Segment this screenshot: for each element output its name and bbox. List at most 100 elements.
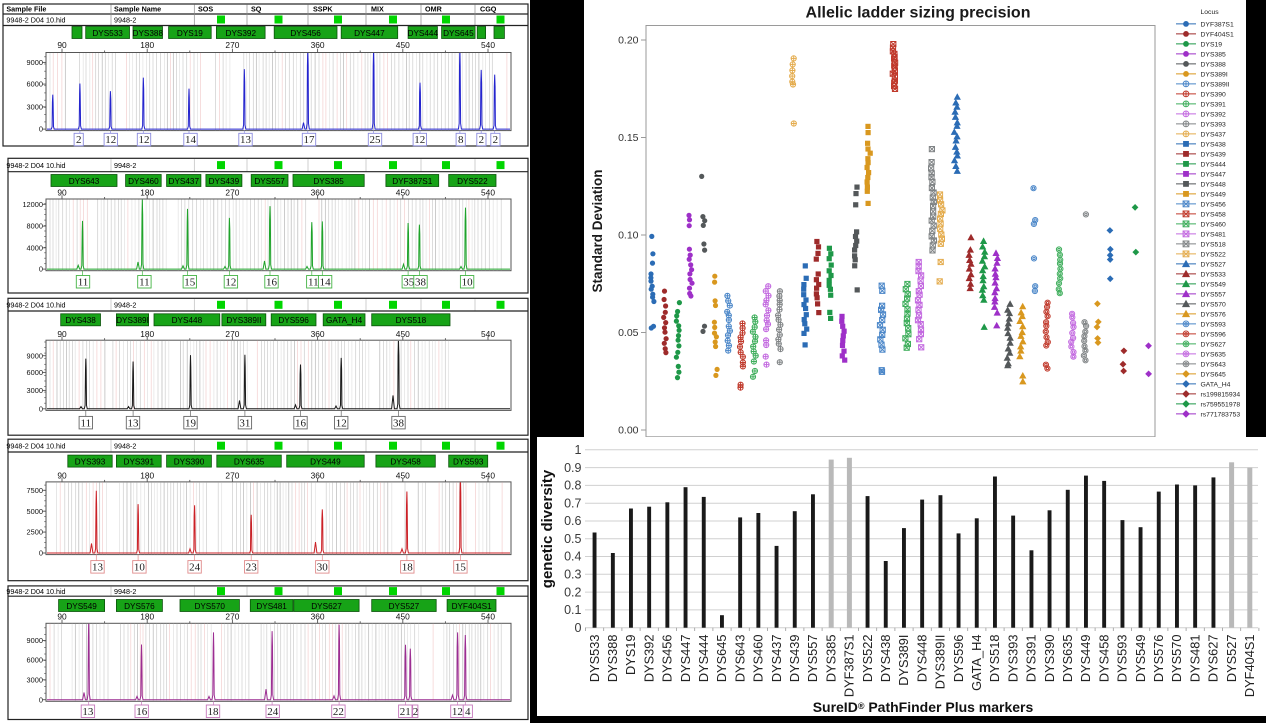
svg-text:4: 4 [465, 706, 471, 718]
svg-text:9948-2: 9948-2 [114, 300, 136, 309]
svg-text:0: 0 [39, 404, 43, 413]
svg-text:DYS557: DYS557 [254, 177, 285, 186]
svg-text:0.4: 0.4 [564, 550, 581, 564]
svg-text:DYS392: DYS392 [641, 635, 656, 683]
svg-text:11: 11 [139, 276, 150, 288]
svg-text:DYS385: DYS385 [1201, 51, 1227, 58]
svg-text:CGQ: CGQ [480, 4, 497, 13]
svg-text:DYS385: DYS385 [313, 177, 344, 186]
svg-text:24: 24 [189, 562, 201, 574]
svg-text:DYS392: DYS392 [1201, 111, 1227, 118]
svg-text:SQ: SQ [251, 4, 262, 13]
svg-text:0: 0 [39, 265, 43, 274]
svg-text:0.00: 0.00 [618, 424, 639, 436]
svg-text:DYS389I: DYS389I [896, 635, 911, 686]
svg-text:30: 30 [317, 562, 329, 574]
svg-text:270: 270 [225, 329, 239, 339]
svg-text:540: 540 [481, 329, 495, 339]
svg-text:rs771783753: rs771783753 [1201, 411, 1241, 418]
svg-text:270: 270 [225, 612, 239, 622]
svg-text:rs199815934: rs199815934 [1201, 391, 1241, 398]
svg-text:2: 2 [493, 134, 499, 146]
svg-text:DYS393: DYS393 [75, 458, 106, 467]
svg-text:MIX: MIX [371, 4, 384, 13]
svg-text:90: 90 [57, 40, 67, 50]
svg-text:9000: 9000 [27, 351, 43, 360]
svg-text:180: 180 [140, 188, 154, 198]
svg-text:9948-2 D04 10.hid: 9948-2 D04 10.hid [6, 441, 65, 450]
svg-text:35: 35 [403, 276, 415, 288]
svg-text:DYS635: DYS635 [1201, 351, 1227, 358]
svg-text:22: 22 [333, 706, 344, 718]
svg-text:DYS437: DYS437 [169, 177, 200, 186]
svg-text:450: 450 [396, 471, 410, 481]
svg-text:DYS444: DYS444 [408, 29, 439, 38]
svg-text:13: 13 [82, 706, 94, 718]
svg-text:11: 11 [308, 276, 319, 288]
svg-text:DYS570: DYS570 [194, 602, 225, 611]
svg-text:Sample Name: Sample Name [114, 4, 161, 13]
svg-text:13: 13 [128, 417, 140, 429]
svg-text:4000: 4000 [27, 243, 43, 252]
svg-text:DYS449: DYS449 [1201, 191, 1227, 198]
svg-text:DYS391: DYS391 [1201, 101, 1227, 108]
svg-text:DYS522: DYS522 [1201, 251, 1227, 258]
svg-text:0.10: 0.10 [618, 229, 639, 241]
svg-text:DYS645: DYS645 [1201, 371, 1227, 378]
svg-text:0: 0 [39, 549, 43, 558]
svg-text:DYS458: DYS458 [1096, 635, 1111, 683]
svg-text:38: 38 [415, 276, 427, 288]
svg-text:DYS522: DYS522 [860, 635, 875, 683]
svg-text:DYS447: DYS447 [678, 635, 693, 683]
svg-text:DYS389II: DYS389II [1201, 81, 1230, 88]
svg-text:450: 450 [396, 40, 410, 50]
svg-text:DYS448: DYS448 [914, 635, 929, 683]
svg-text:12: 12 [452, 706, 463, 718]
svg-text:9948-2 D04 10.hid: 9948-2 D04 10.hid [6, 300, 65, 309]
svg-text:6000: 6000 [27, 80, 43, 89]
svg-text:DYS481: DYS481 [256, 602, 287, 611]
svg-text:DYS438: DYS438 [1201, 141, 1227, 148]
svg-text:180: 180 [140, 40, 154, 50]
svg-text:13: 13 [240, 134, 252, 146]
svg-text:DYS438: DYS438 [65, 316, 96, 325]
svg-text:540: 540 [481, 612, 495, 622]
svg-text:DYS527: DYS527 [389, 602, 420, 611]
svg-text:14: 14 [185, 134, 197, 146]
svg-text:180: 180 [140, 471, 154, 481]
svg-text:0.3: 0.3 [564, 568, 581, 582]
svg-text:SSPK: SSPK [313, 4, 333, 13]
svg-text:DYS447: DYS447 [1201, 171, 1227, 178]
svg-text:12: 12 [225, 276, 236, 288]
svg-text:360: 360 [311, 329, 325, 339]
svg-text:2: 2 [76, 134, 82, 146]
svg-text:DYS533: DYS533 [587, 635, 602, 683]
svg-text:SOS: SOS [198, 4, 213, 13]
svg-text:9948-2 D04 10.hid: 9948-2 D04 10.hid [6, 15, 65, 24]
svg-text:DYS596: DYS596 [278, 316, 309, 325]
svg-text:270: 270 [225, 188, 239, 198]
svg-text:540: 540 [481, 40, 495, 50]
svg-text:540: 540 [481, 188, 495, 198]
svg-text:10: 10 [462, 276, 474, 288]
svg-text:DYS388: DYS388 [1201, 61, 1227, 68]
svg-text:Locus: Locus [1201, 9, 1220, 16]
svg-text:DYS549: DYS549 [1201, 281, 1227, 288]
svg-text:450: 450 [396, 188, 410, 198]
svg-text:9948-2: 9948-2 [114, 15, 136, 24]
svg-text:DYS393: DYS393 [1201, 121, 1227, 128]
svg-text:12: 12 [105, 134, 116, 146]
svg-text:270: 270 [225, 40, 239, 50]
svg-text:DYS627: DYS627 [311, 602, 342, 611]
svg-text:0.6: 0.6 [564, 514, 581, 528]
svg-text:DYS385: DYS385 [823, 635, 838, 683]
svg-text:DYS643: DYS643 [1201, 361, 1227, 368]
svg-text:24: 24 [267, 706, 279, 718]
svg-text:DYS458: DYS458 [1201, 211, 1227, 218]
svg-text:GATA_H4: GATA_H4 [1201, 381, 1231, 388]
svg-text:DYS390: DYS390 [174, 458, 205, 467]
svg-text:12: 12 [336, 417, 347, 429]
svg-text:16: 16 [136, 706, 148, 718]
svg-text:0: 0 [39, 125, 43, 134]
svg-text:16: 16 [266, 276, 278, 288]
